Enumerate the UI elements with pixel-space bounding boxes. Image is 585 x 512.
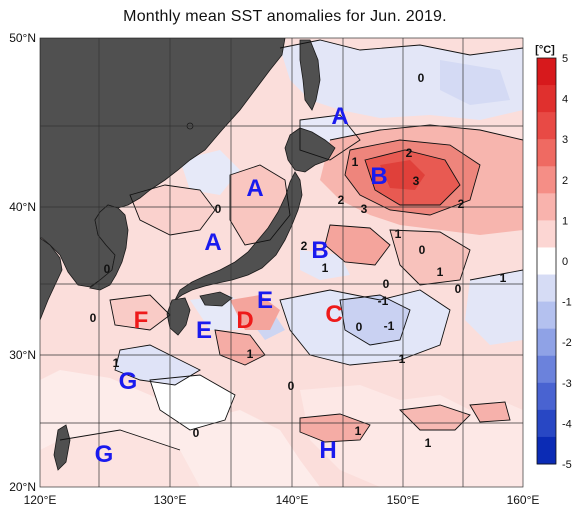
contour-label: 3 [413, 174, 420, 188]
contour-label: 0 [288, 379, 295, 393]
contour-label: 0 [215, 202, 222, 216]
colorbar-tick-label: 4 [562, 94, 568, 106]
region-label-a: A [246, 175, 263, 202]
colorbar-swatch [537, 193, 556, 221]
contour-label: 1 [399, 352, 406, 366]
colorbar-swatch [537, 301, 556, 330]
contour-label: 1 [500, 271, 507, 285]
lon-label-120e: 120°E [24, 493, 57, 507]
lat-label-40n: 40°N [9, 200, 36, 214]
lat-label-20n: 20°N [9, 480, 36, 494]
colorbar-tick-label: 3 [562, 134, 568, 146]
graticule [39, 37, 524, 488]
lon-label-140e: 140°E [276, 493, 309, 507]
colorbar-tick-labels: 5 4 3 2 1 0 -1 -2 -3 -4 -5 [562, 53, 572, 471]
region-label-b: B [311, 237, 328, 264]
contour-label: 1 [322, 261, 329, 275]
region-label-c: C [325, 301, 342, 328]
region-label-d: D [236, 307, 253, 334]
lon-label-130e: 130°E [154, 493, 187, 507]
lon-label-150e: 150°E [387, 493, 420, 507]
colorbar-tick-label: -1 [562, 297, 572, 309]
contour-label: 0 [356, 320, 363, 334]
colorbar-tick-label: -4 [562, 418, 572, 430]
colorbar-frame [536, 57, 557, 465]
latitude-labels: 50°N 40°N 30°N 20°N [9, 31, 36, 494]
longitude-labels: 120°E 130°E 140°E 150°E 160°E [24, 493, 540, 507]
colorbar-tick-label: 5 [562, 53, 568, 65]
region-label-g: G [119, 368, 138, 395]
contour-label: 1 [352, 155, 359, 169]
colorbar-unit-label: [°C] [535, 44, 555, 56]
colorbar-swatch [537, 247, 556, 276]
contour-value-labels: 0 1 2 3 2 3 2 1 2 0 1 0 1 0 -1 -1 0 1 0 … [90, 71, 507, 450]
lon-label-160e: 160°E [507, 493, 540, 507]
land-masses [40, 38, 336, 471]
contour-label: 0 [90, 311, 97, 325]
contour-label: 1 [425, 436, 432, 450]
colorbar-swatch [537, 85, 556, 113]
contour-label: 0 [193, 426, 200, 440]
colorbar-tick-label: -2 [562, 337, 572, 349]
region-label-g: G [95, 441, 114, 468]
region-label-b: B [370, 163, 387, 190]
region-label-h: H [319, 437, 336, 464]
contour-label: 3 [361, 202, 368, 216]
contour-label: 0 [383, 277, 390, 291]
colorbar-swatch [537, 274, 556, 303]
colorbar-swatch [537, 328, 556, 357]
contour-label: 0 [455, 282, 462, 296]
region-label-e: E [196, 317, 212, 344]
contour-label: 1 [355, 424, 362, 438]
colorbar-swatch [537, 166, 556, 194]
contour-label: 1 [395, 227, 402, 241]
contour-label: 2 [301, 239, 308, 253]
colorbar-tick-label: 2 [562, 175, 568, 187]
contour-label: 2 [406, 146, 413, 160]
region-labels: A A A B B C D E E F G G H [95, 103, 388, 468]
lat-label-50n: 50°N [9, 31, 36, 45]
region-label-f: F [134, 307, 149, 334]
colorbar-swatch [537, 58, 556, 86]
colorbar-swatch [537, 220, 556, 248]
contour-label: -1 [378, 294, 389, 308]
contour-label: 1 [437, 265, 444, 279]
contour-label: 2 [458, 197, 465, 211]
region-label-e: E [257, 287, 273, 314]
colorbar-tick-label: 1 [562, 215, 568, 227]
contour-lines [59, 39, 523, 451]
contour-label: 2 [338, 193, 345, 207]
colorbar-swatch [537, 382, 556, 411]
region-label-a: A [204, 229, 221, 256]
colorbar-tick-label: 0 [562, 256, 568, 268]
lat-label-30n: 30°N [9, 348, 36, 362]
colorbar-swatch [537, 355, 556, 384]
contour-label: 0 [104, 262, 111, 276]
colorbar-swatches [537, 58, 556, 465]
region-label-a: A [331, 103, 348, 130]
colorbar: [°C] 5 4 3 2 1 0 -1 -2 -3 -4 -5 [535, 44, 572, 471]
colorbar-tick-label: -3 [562, 378, 572, 390]
contour-label: 1 [247, 347, 254, 361]
colorbar-tick-label: -5 [562, 459, 572, 471]
colorbar-swatch [537, 409, 556, 438]
colorbar-swatch [537, 112, 556, 140]
contour-label: 0 [419, 243, 426, 257]
contour-label: 1 [113, 356, 120, 370]
contour-label: -1 [384, 319, 395, 333]
colorbar-swatch [537, 436, 556, 465]
contour-label: 0 [418, 71, 425, 85]
map-title: Monthly mean SST anomalies for Jun. 2019… [123, 8, 447, 25]
colorbar-swatch [537, 139, 556, 167]
